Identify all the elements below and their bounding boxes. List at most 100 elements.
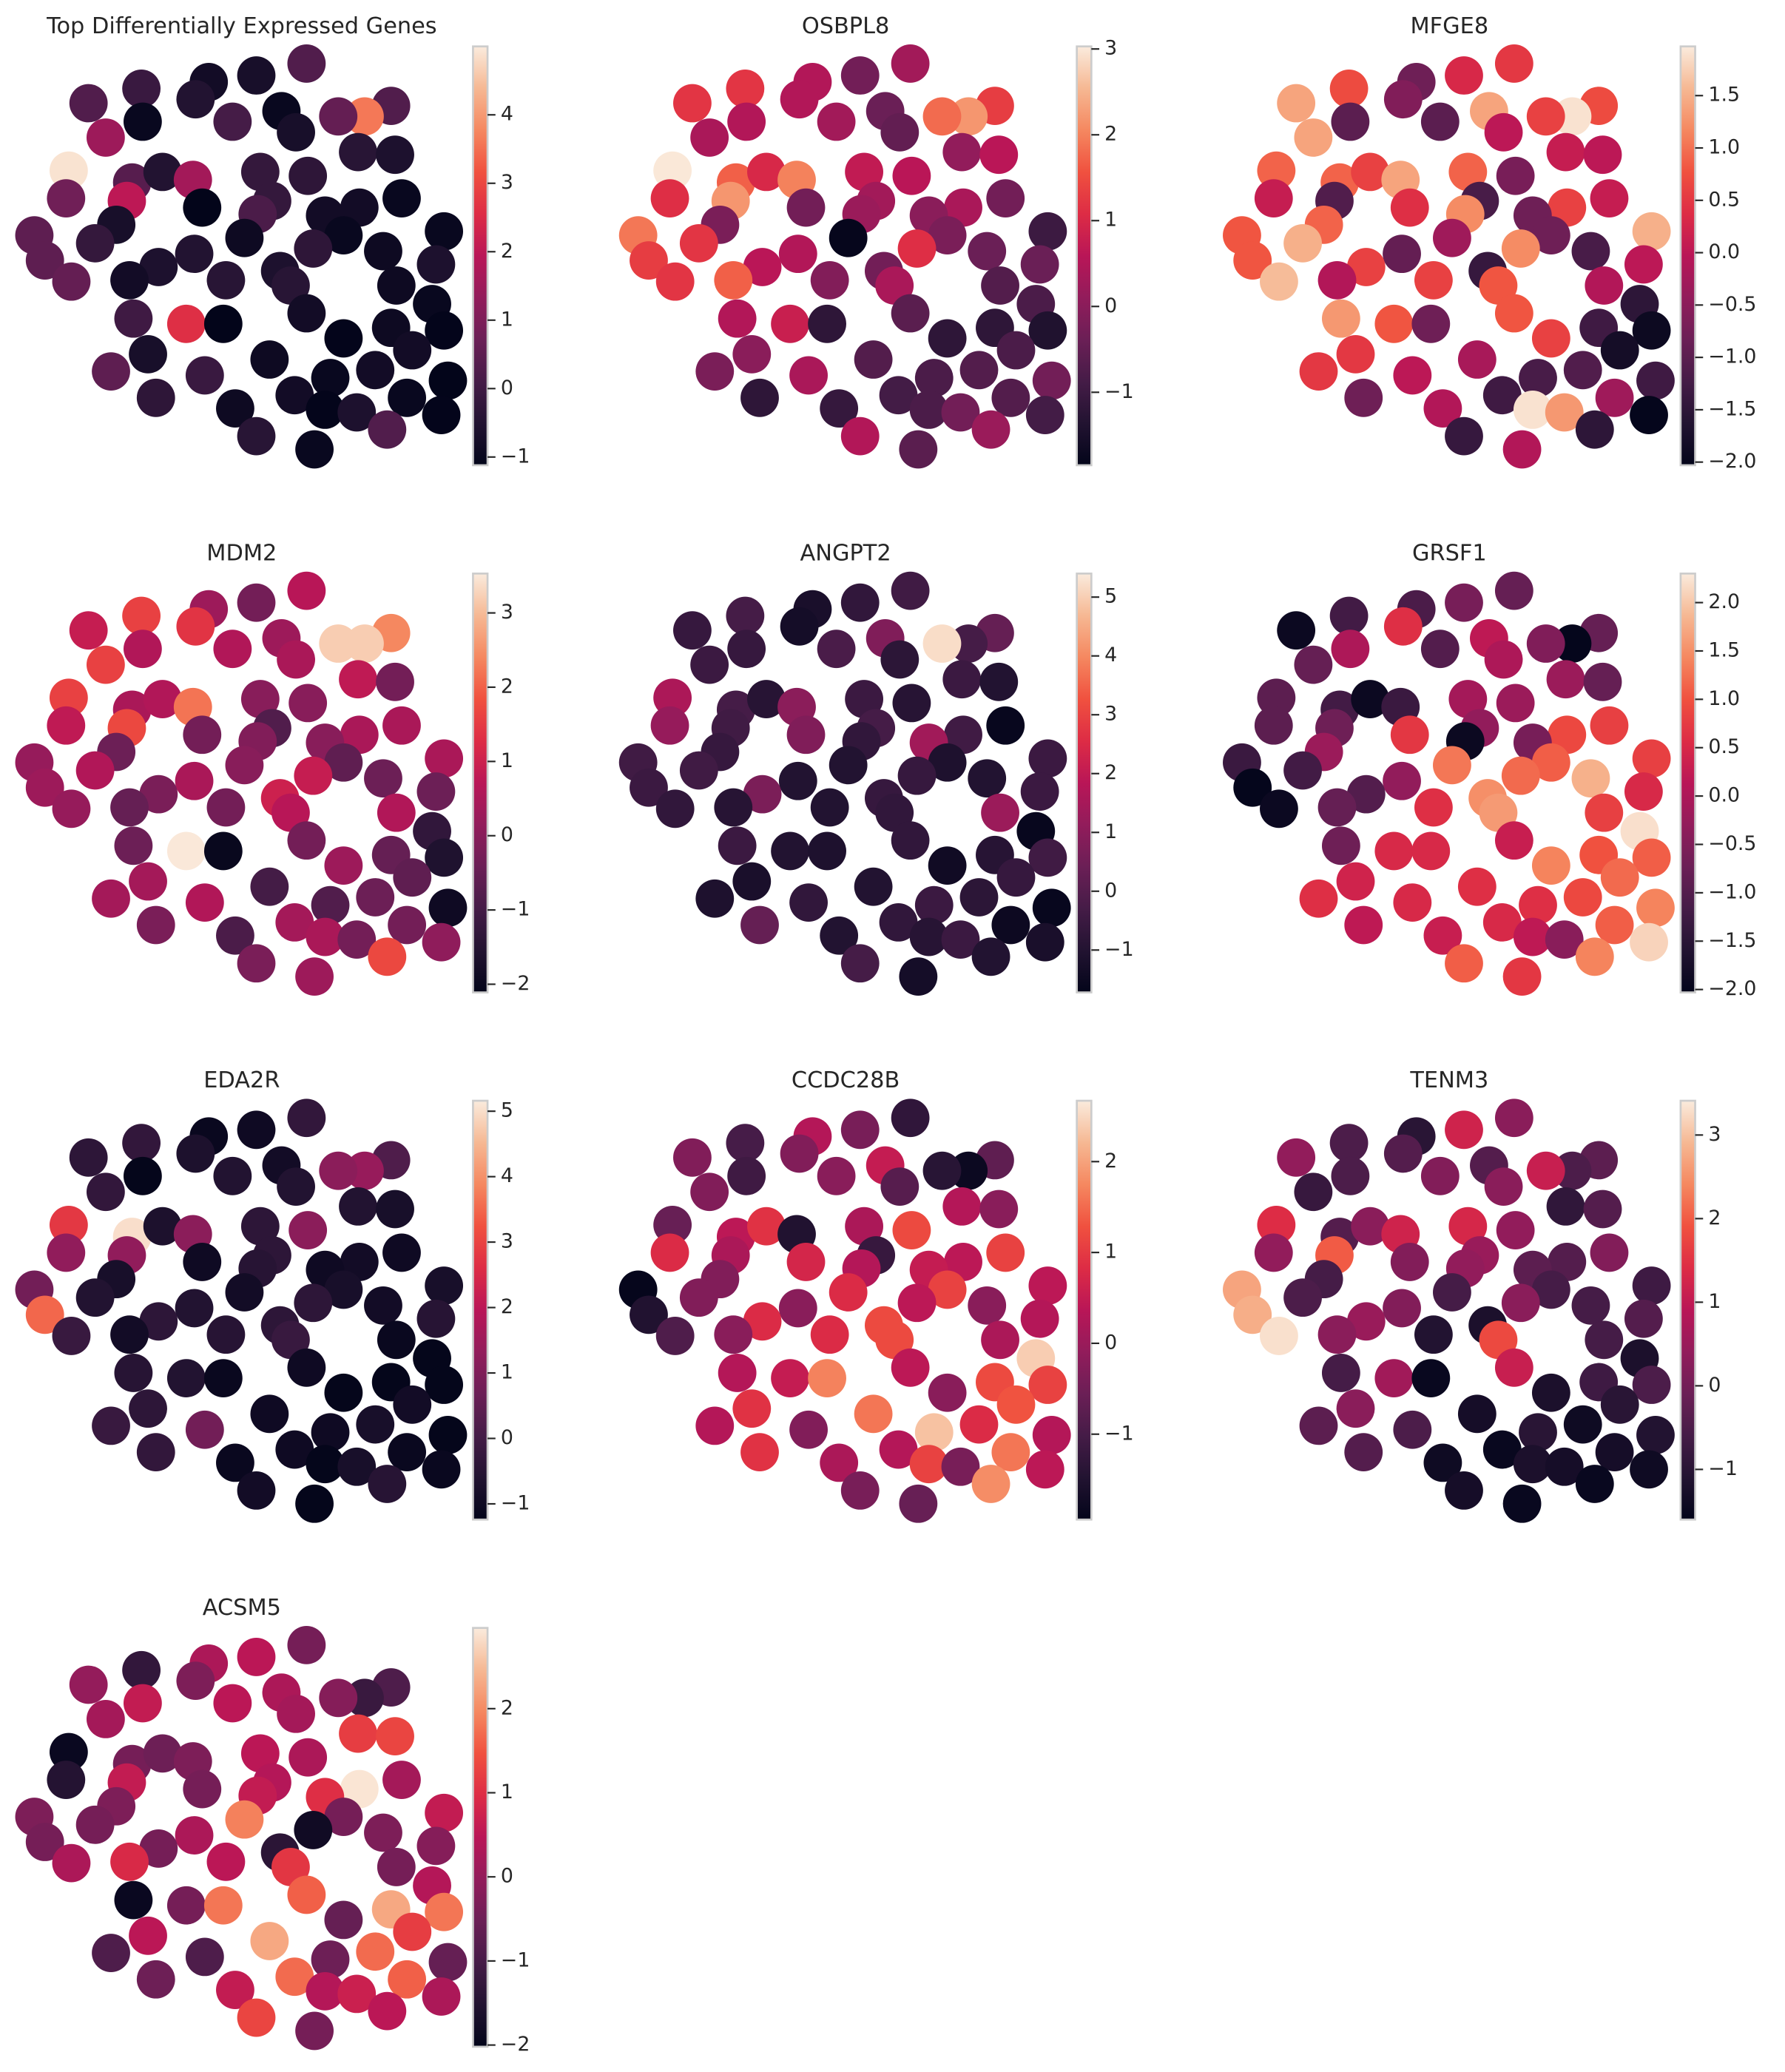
point bbox=[69, 611, 108, 650]
point bbox=[1531, 216, 1570, 255]
point bbox=[1494, 821, 1533, 860]
point bbox=[376, 662, 414, 701]
point bbox=[630, 1295, 668, 1334]
colorbar-tick-label: 0 bbox=[1104, 1331, 1117, 1354]
point bbox=[114, 299, 153, 338]
point bbox=[1028, 1266, 1067, 1305]
point bbox=[393, 858, 432, 897]
point bbox=[306, 917, 345, 956]
point bbox=[996, 1385, 1036, 1424]
point bbox=[337, 1447, 377, 1486]
point bbox=[942, 660, 982, 699]
point bbox=[1575, 1465, 1614, 1503]
colorbar-tick-label: 3 bbox=[1104, 37, 1117, 60]
point bbox=[942, 132, 982, 172]
point bbox=[891, 294, 930, 333]
point bbox=[979, 662, 1019, 701]
colorbar-tick-label: 0.5 bbox=[1708, 735, 1740, 758]
point bbox=[959, 878, 999, 917]
point bbox=[110, 1842, 149, 1881]
point bbox=[981, 1320, 1019, 1360]
point bbox=[1484, 1167, 1523, 1207]
point bbox=[1502, 957, 1542, 996]
point bbox=[425, 311, 464, 350]
point bbox=[129, 1389, 167, 1428]
point bbox=[356, 1932, 395, 1971]
point bbox=[1351, 680, 1390, 718]
point bbox=[1546, 1187, 1585, 1226]
point bbox=[139, 1829, 178, 1868]
point bbox=[817, 102, 856, 141]
point bbox=[996, 858, 1036, 897]
point bbox=[897, 229, 937, 268]
point bbox=[1032, 361, 1071, 400]
point bbox=[250, 340, 289, 379]
point bbox=[679, 751, 718, 790]
colorbar-tick-label: 1 bbox=[1708, 1290, 1721, 1313]
colorbar-tick-label: 2 bbox=[1104, 1150, 1117, 1172]
point bbox=[942, 1187, 982, 1226]
point bbox=[879, 376, 918, 415]
point bbox=[340, 188, 379, 227]
point bbox=[726, 69, 765, 108]
point bbox=[237, 416, 276, 456]
point bbox=[110, 1315, 149, 1354]
point bbox=[1632, 212, 1671, 251]
point bbox=[820, 1443, 859, 1482]
point bbox=[695, 879, 735, 918]
point bbox=[892, 156, 931, 195]
point bbox=[944, 188, 982, 227]
point bbox=[225, 746, 264, 785]
colorbar-tick-label: 0 bbox=[501, 377, 513, 399]
panel: EDA2R −1 0 1 2 3 4 5 bbox=[15, 1067, 530, 1523]
point bbox=[136, 1960, 175, 1999]
point bbox=[143, 152, 182, 192]
point bbox=[368, 1465, 407, 1503]
panel: CCDC28B −1 0 1 2 bbox=[618, 1067, 1134, 1523]
point bbox=[49, 1732, 88, 1772]
point bbox=[364, 1286, 402, 1325]
point bbox=[422, 1977, 461, 2016]
point bbox=[1383, 1289, 1421, 1328]
point bbox=[899, 957, 938, 996]
point bbox=[52, 1317, 91, 1355]
point bbox=[1636, 888, 1675, 928]
point bbox=[789, 1410, 828, 1449]
point bbox=[129, 1916, 167, 1955]
point bbox=[319, 1151, 358, 1190]
point bbox=[971, 937, 1010, 976]
point bbox=[786, 188, 826, 227]
point bbox=[206, 1315, 246, 1354]
point bbox=[1433, 746, 1471, 785]
point bbox=[1575, 937, 1614, 976]
point bbox=[86, 1172, 125, 1212]
point bbox=[854, 867, 893, 906]
point bbox=[1374, 304, 1414, 343]
point bbox=[216, 1443, 254, 1482]
point bbox=[176, 607, 215, 646]
point bbox=[324, 846, 363, 885]
point bbox=[897, 1283, 937, 1323]
point bbox=[206, 788, 246, 827]
point bbox=[340, 1769, 379, 1809]
point bbox=[1383, 607, 1423, 646]
point bbox=[840, 583, 880, 622]
point bbox=[1585, 1320, 1624, 1360]
point bbox=[213, 1156, 252, 1195]
point bbox=[324, 1798, 363, 1836]
point bbox=[1632, 1266, 1671, 1305]
point bbox=[747, 1207, 786, 1246]
point bbox=[743, 248, 782, 286]
point bbox=[176, 80, 215, 119]
point bbox=[122, 69, 161, 108]
point bbox=[922, 1151, 962, 1190]
colorbar-tick-label: −0.5 bbox=[1708, 293, 1756, 316]
point bbox=[1233, 1295, 1272, 1334]
point bbox=[368, 937, 407, 976]
point bbox=[69, 1665, 108, 1704]
point bbox=[295, 1484, 334, 1523]
panel: OSBPL8 −1 0 1 2 3 bbox=[618, 13, 1134, 469]
point bbox=[271, 266, 310, 305]
point bbox=[1254, 1233, 1293, 1272]
point bbox=[1411, 304, 1451, 343]
